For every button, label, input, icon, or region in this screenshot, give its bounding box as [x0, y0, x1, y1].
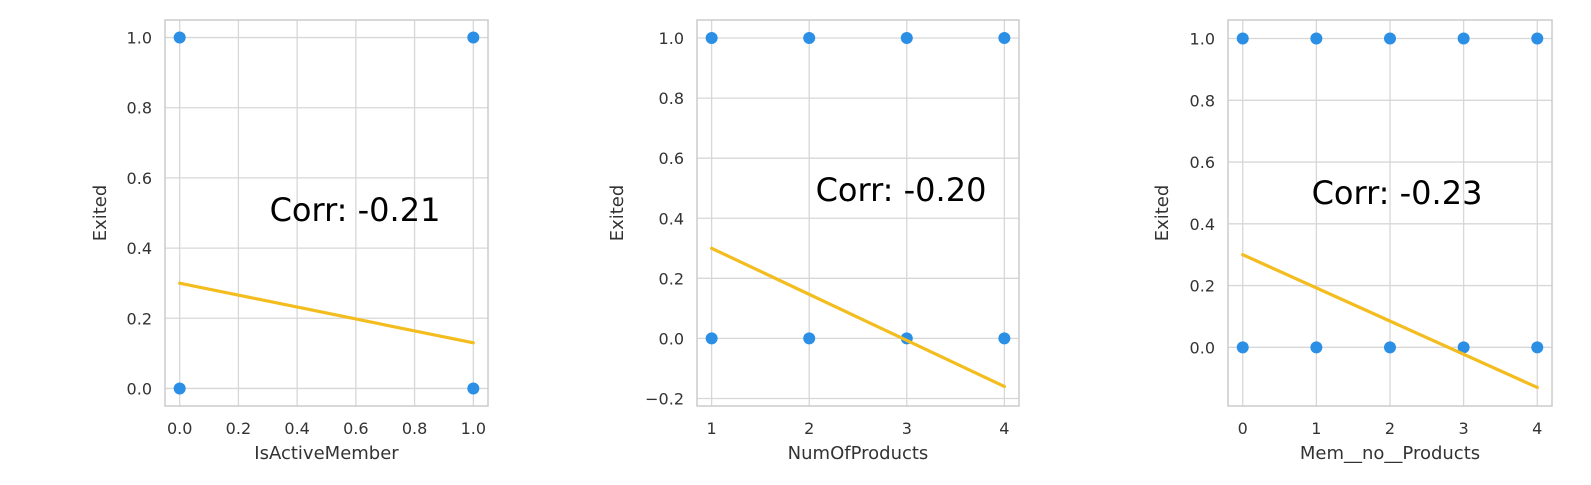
regression-line [1241, 253, 1539, 390]
x-tick-label: 0.2 [226, 419, 251, 438]
x-tick-label: 0.6 [343, 419, 368, 438]
y-tick-label: 1.0 [1190, 30, 1215, 49]
y-axis-label: Exited [1152, 185, 1173, 242]
y-tick-label: 0.4 [1190, 215, 1215, 234]
data-point [1236, 32, 1249, 45]
y-axis-label: Exited [607, 185, 628, 242]
data-point [900, 32, 913, 45]
y-tick-label: 0.0 [127, 379, 152, 398]
regression-line [710, 246, 1006, 389]
x-tick-label: 4 [999, 419, 1009, 438]
data-point [1457, 341, 1470, 354]
x-tick-label: 1 [1311, 419, 1321, 438]
y-tick-label: 0.0 [659, 329, 684, 348]
x-axis-label: IsActiveMember [254, 443, 399, 464]
data-point [1310, 32, 1323, 45]
y-tick-label: 1.0 [659, 29, 684, 48]
y-tick-label: 0.6 [659, 149, 684, 168]
x-tick-label: 0.0 [167, 419, 192, 438]
x-tick-label: 0.8 [402, 419, 427, 438]
y-tick-label: 0.2 [659, 269, 684, 288]
data-point [1531, 32, 1544, 45]
x-tick-label: 1 [707, 419, 717, 438]
plot-frame [1227, 19, 1553, 407]
y-axis-label: Exited [90, 185, 111, 242]
data-point [1384, 341, 1396, 354]
x-axis-label: Mem__no__Products [1300, 443, 1480, 464]
data-point [1310, 341, 1323, 354]
plot-frame [696, 19, 1020, 407]
y-tick-label: 1.0 [127, 29, 152, 48]
y-tick-label: 0.8 [659, 89, 684, 108]
x-tick-label: 1.0 [461, 419, 486, 438]
y-tick-label: 0.4 [659, 209, 684, 228]
y-tick-label: 0.6 [127, 169, 152, 188]
correlation-annotation: Corr: -0.21 [270, 191, 441, 229]
y-tick-label: 0.4 [127, 239, 152, 258]
data-point [467, 31, 480, 44]
correlation-annotation: Corr: -0.20 [816, 171, 987, 209]
data-point [173, 31, 186, 44]
x-tick-label: 2 [1385, 419, 1395, 438]
y-tick-label: 0.0 [1190, 338, 1215, 357]
x-tick-label: 0 [1238, 419, 1248, 438]
data-point [803, 332, 816, 345]
correlation-annotation: Corr: -0.23 [1312, 174, 1483, 212]
data-point [705, 332, 718, 345]
data-point [173, 382, 186, 395]
y-tick-label: 0.8 [1190, 91, 1215, 110]
data-point [1236, 341, 1249, 354]
y-tick-label: −0.2 [645, 389, 684, 408]
subplot-3: 0 1 2 3 4 0.0 0.2 0.4 0.6 0.8 1.0 Mem__no__Products… [1152, 19, 1553, 464]
y-tick-label: 0.6 [1190, 153, 1215, 172]
data-point [705, 32, 718, 45]
x-tick-label: 3 [1459, 419, 1469, 438]
x-tick-label: 3 [902, 419, 912, 438]
y-tick-label: 0.2 [127, 309, 152, 328]
regression-line [178, 281, 475, 345]
x-axis-label: NumOfProducts [788, 443, 929, 464]
data-point [1531, 341, 1544, 354]
x-tick-label: 2 [804, 419, 814, 438]
data-point [998, 332, 1011, 345]
data-point [998, 32, 1011, 45]
x-tick-label: 0.4 [284, 419, 309, 438]
data-point [803, 32, 816, 45]
data-point [1384, 32, 1396, 45]
y-tick-label: 0.2 [1190, 277, 1215, 296]
subplot-2: 1 2 3 4 −0.2 0.0 0.2 0.4 0.6 0.8 1.0 NumOfProducts E… [607, 19, 1020, 464]
y-tick-label: 0.8 [127, 99, 152, 118]
plot-frame [164, 19, 489, 407]
x-tick-label: 4 [1532, 419, 1542, 438]
subplot-1: 0.0 0.2 0.4 0.6 0.8 1.0 0.0 0.2 0.4 0.6 0.8 1.0 IsAc… [90, 19, 489, 464]
data-point [467, 382, 480, 395]
data-point [1457, 32, 1470, 45]
